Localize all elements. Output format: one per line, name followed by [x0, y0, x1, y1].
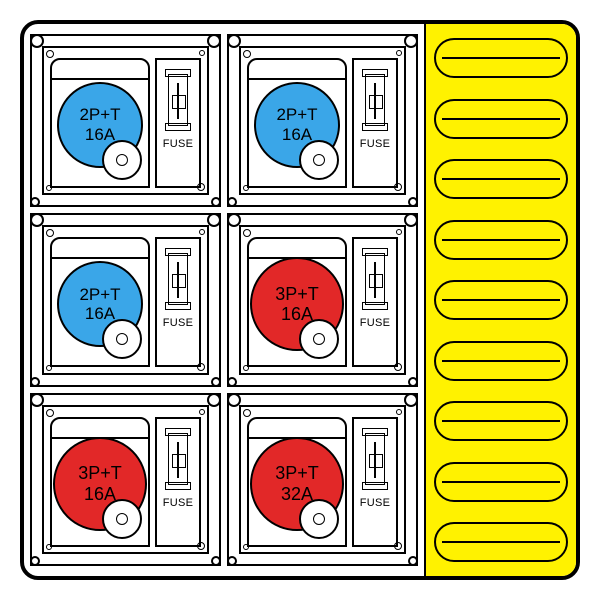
socket-module: 3P+T 32A FUSE	[227, 393, 418, 566]
socket-cap	[299, 499, 339, 539]
fuse-holder: FUSE	[352, 417, 398, 547]
breaker-slot	[434, 401, 568, 441]
fuse-label: FUSE	[354, 497, 396, 509]
socket-label-line1: 2P+T	[276, 105, 317, 125]
socket-label-line1: 3P+T	[275, 463, 319, 484]
socket-module: 2P+T 16A FUSE	[30, 34, 221, 207]
socket-module: 3P+T 16A FUSE	[227, 213, 418, 386]
fuse-label: FUSE	[157, 138, 199, 150]
breaker-slot	[434, 220, 568, 260]
fuse-holder: FUSE	[155, 58, 201, 188]
socket-label-line1: 2P+T	[79, 105, 120, 125]
socket-cap	[102, 499, 142, 539]
socket-module: 2P+T 16A FUSE	[30, 213, 221, 386]
socket-outlet: 2P+T 16A	[50, 237, 150, 367]
fuse-label: FUSE	[354, 138, 396, 150]
breaker-slot	[434, 280, 568, 320]
fuse-holder: FUSE	[352, 58, 398, 188]
socket-cap	[299, 140, 339, 180]
fuse-label: FUSE	[157, 317, 199, 329]
socket-outlet: 3P+T 32A	[247, 417, 347, 547]
fuse-holder: FUSE	[155, 237, 201, 367]
breaker-slot	[434, 38, 568, 78]
socket-outlet: 2P+T 16A	[50, 58, 150, 188]
socket-label-line1: 3P+T	[78, 463, 122, 484]
socket-outlet: 3P+T 16A	[50, 417, 150, 547]
socket-module: 2P+T 16A FUSE	[227, 34, 418, 207]
fuse-label: FUSE	[354, 317, 396, 329]
fuse-label: FUSE	[157, 497, 199, 509]
breaker-slot	[434, 99, 568, 139]
socket-module: 3P+T 16A FUSE	[30, 393, 221, 566]
socket-label-line2: 16A	[85, 125, 115, 145]
socket-label-line2: 16A	[282, 125, 312, 145]
socket-outlet: 2P+T 16A	[247, 58, 347, 188]
socket-label-line1: 3P+T	[275, 284, 319, 305]
breaker-slot	[434, 522, 568, 562]
distribution-panel: 2P+T 16A FUSE 2P+T 16A	[20, 20, 580, 580]
fuse-holder: FUSE	[155, 417, 201, 547]
breaker-slot	[434, 462, 568, 502]
socket-cap	[102, 319, 142, 359]
socket-grid: 2P+T 16A FUSE 2P+T 16A	[24, 24, 424, 576]
breaker-slot	[434, 159, 568, 199]
socket-cap	[299, 319, 339, 359]
socket-outlet: 3P+T 16A	[247, 237, 347, 367]
socket-label-line1: 2P+T	[79, 285, 120, 305]
breaker-slot	[434, 341, 568, 381]
socket-cap	[102, 140, 142, 180]
fuse-holder: FUSE	[352, 237, 398, 367]
breaker-column	[424, 24, 576, 576]
